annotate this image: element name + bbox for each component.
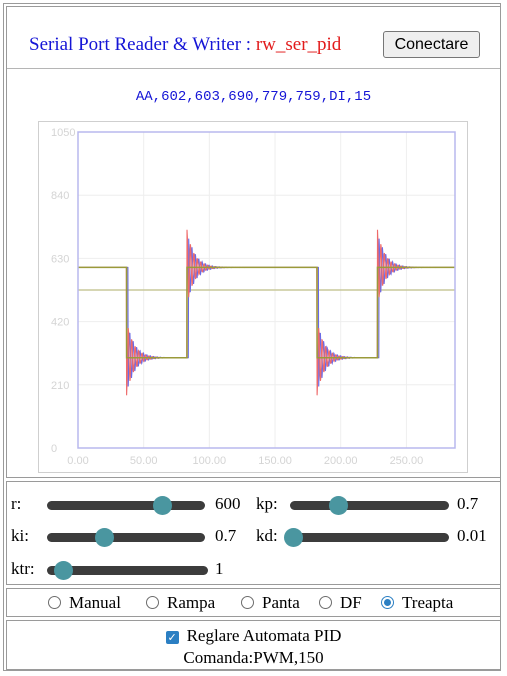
mode-option-rampa[interactable]: Rampa	[146, 593, 215, 613]
header-panel: Serial Port Reader & Writer : rw_ser_pid…	[6, 6, 501, 478]
header-divider	[7, 68, 500, 69]
series-reference-step	[78, 266, 455, 359]
slider-label-ktr: ktr:	[11, 559, 35, 578]
slider-value-ktr: 1	[215, 559, 224, 578]
connect-button[interactable]: Conectare	[383, 31, 480, 58]
mode-option-df[interactable]: DF	[319, 593, 362, 613]
pid-checkbox[interactable]: ✓	[165, 631, 179, 644]
mode-label: Rampa	[167, 593, 216, 612]
slider-label-kd: kd:	[256, 526, 278, 545]
x-tick-label: 200.00	[324, 455, 358, 467]
pid-panel: ✓ Reglare Automata PID Comanda:PWM,150	[6, 620, 501, 670]
command-text: Comanda:PWM,150	[183, 648, 324, 667]
chart-series	[78, 229, 455, 396]
y-tick-label: 0	[51, 443, 57, 455]
slider-ktr[interactable]	[47, 561, 208, 580]
x-tick-label: 150.00	[258, 455, 292, 467]
response-chart: 0 210 420 630 840 1050 0.00 50.00 100.00 150.00 20…	[38, 121, 468, 473]
mode-label: DF	[340, 593, 362, 612]
page-title: Serial Port Reader & Writer : rw_ser_pid	[29, 34, 341, 56]
x-tick-label: 50.00	[130, 455, 158, 467]
title-prefix: Serial Port Reader & Writer :	[29, 34, 256, 55]
x-tick-label: 0.00	[67, 455, 88, 467]
slider-kd[interactable]	[284, 528, 449, 547]
y-tick-label: 630	[51, 253, 69, 265]
chart-background	[39, 122, 467, 472]
radio-button[interactable]	[48, 596, 61, 609]
title-program-name: rw_ser_pid	[255, 34, 342, 55]
mode-selector-panel: Manual Rampa Panta DF Treapta	[6, 588, 501, 617]
radio-button[interactable]	[381, 596, 394, 609]
mode-label: Manual	[69, 593, 121, 612]
slider-thumb-ktr[interactable]	[54, 561, 74, 580]
radio-button[interactable]	[319, 596, 332, 609]
slider-r[interactable]	[47, 496, 205, 515]
x-tick-label: 250.00	[390, 455, 424, 467]
y-tick-label: 1050	[51, 127, 75, 139]
slider-thumb-ki[interactable]	[94, 528, 114, 547]
mode-label: Panta	[262, 593, 300, 612]
slider-value-kp: 0.7	[457, 494, 479, 513]
y-tick-label: 420	[51, 317, 69, 329]
slider-value-ki: 0.7	[215, 526, 237, 545]
slider-ki[interactable]	[47, 528, 205, 547]
tuning-sliders-panel: r: 600 kp: 0.7 ki: 0.7 kd: 0.01 ktr: 1	[6, 481, 501, 585]
chart-svg: 0 210 420 630 840 1050 0.00 50.00 100.00 150.00 20…	[39, 122, 467, 472]
y-tick-label: 840	[51, 190, 69, 202]
radio-button[interactable]	[241, 596, 254, 609]
pid-checkbox-label[interactable]: Reglare Automata PID	[186, 626, 342, 645]
x-tick-label: 100.00	[193, 455, 227, 467]
plot-frame	[77, 131, 456, 449]
slider-thumb-r[interactable]	[153, 496, 173, 515]
slider-label-ki: ki:	[11, 526, 29, 545]
slider-thumb-kd[interactable]	[284, 528, 304, 547]
mode-label: Treapta	[402, 593, 454, 612]
slider-label-kp: kp:	[256, 494, 278, 513]
y-tick-label: 210	[51, 380, 69, 392]
mode-option-panta[interactable]: Panta	[241, 593, 300, 613]
slider-thumb-kp[interactable]	[328, 496, 348, 515]
mode-option-manual[interactable]: Manual	[48, 593, 121, 613]
slider-value-r: 600	[215, 494, 241, 513]
mode-option-treapta[interactable]: Treapta	[381, 593, 453, 613]
slider-value-kd: 0.01	[457, 526, 487, 545]
radio-button[interactable]	[146, 596, 159, 609]
slider-label-r: r:	[11, 494, 22, 513]
chart-axes: 0 210 420 630 840 1050 0.00 50.00 100.00 150.00 20…	[51, 127, 456, 467]
slider-kp[interactable]	[290, 496, 449, 515]
serial-data-line: AA,602,603,690,779,759,DI,15	[135, 89, 372, 105]
